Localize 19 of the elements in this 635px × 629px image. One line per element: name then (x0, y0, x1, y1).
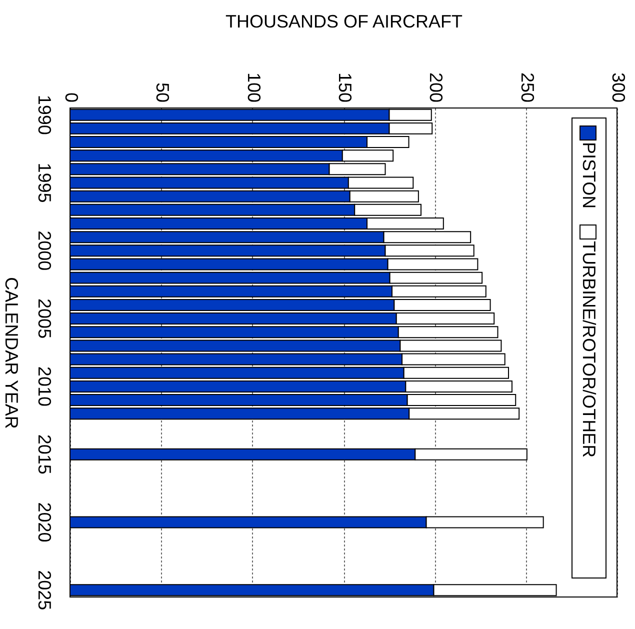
legend-label: PISTON (579, 142, 599, 209)
y-tick-label: 2020 (34, 502, 54, 542)
x-tick-label: 200 (426, 72, 446, 102)
y-tick-label: 1995 (34, 162, 54, 203)
x-tick-label: 100 (244, 72, 264, 102)
y-tick-label: 2015 (34, 434, 54, 474)
legend-label: TURBINE/ROTOR/OTHER (579, 241, 599, 458)
x-tick-label: 300 (608, 72, 628, 102)
x-tick-label: 250 (517, 72, 538, 102)
x-tick-label: 150 (335, 72, 355, 102)
y-tick-label: 1990 (34, 94, 54, 135)
x-tick-label: 50 (152, 82, 173, 102)
y-tick-label: 2025 (34, 570, 54, 610)
y-axis-title: CALENDAR YEAR (2, 277, 22, 429)
x-tick-label: 0 (62, 92, 82, 102)
x-axis-title: THOUSANDS OF AIRCRAFT (225, 12, 463, 32)
y-tick-label: 2005 (34, 298, 54, 339)
y-tick-label: 2010 (34, 366, 54, 406)
y-tick-label: 2000 (34, 230, 54, 271)
